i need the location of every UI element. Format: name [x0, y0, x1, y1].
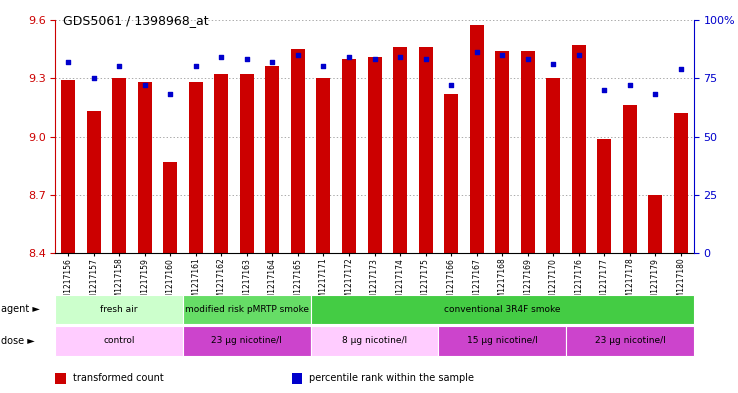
Point — [368, 56, 381, 62]
Bar — [214, 74, 228, 253]
Bar — [521, 51, 535, 253]
Text: conventional 3R4F smoke: conventional 3R4F smoke — [444, 305, 560, 314]
Bar — [266, 66, 280, 253]
Bar — [368, 57, 382, 253]
Point — [471, 49, 483, 55]
Point — [599, 86, 610, 93]
Text: 8 μg nicotine/l: 8 μg nicotine/l — [342, 336, 407, 345]
Text: agent ►: agent ► — [1, 305, 41, 314]
Bar — [240, 74, 254, 253]
Point — [343, 54, 355, 60]
Bar — [495, 51, 509, 253]
Text: dose ►: dose ► — [1, 336, 35, 346]
Bar — [674, 113, 688, 253]
Point — [624, 82, 635, 88]
Point — [573, 51, 584, 58]
Bar — [623, 105, 637, 253]
Point — [522, 56, 534, 62]
Point — [266, 59, 278, 65]
Point — [445, 82, 457, 88]
Point — [62, 59, 74, 65]
Text: control: control — [103, 336, 135, 345]
Bar — [61, 80, 75, 253]
Bar — [138, 82, 152, 253]
Bar — [597, 138, 611, 253]
Bar — [86, 111, 100, 253]
Text: modified risk pMRTP smoke: modified risk pMRTP smoke — [184, 305, 309, 314]
Point — [215, 54, 227, 60]
Point — [190, 63, 201, 70]
Point — [139, 82, 151, 88]
Point — [88, 75, 100, 81]
Point — [420, 56, 432, 62]
Point — [649, 91, 661, 97]
Point — [292, 51, 304, 58]
Bar — [163, 162, 177, 253]
Text: GDS5061 / 1398968_at: GDS5061 / 1398968_at — [63, 14, 208, 27]
Text: 23 μg nicotine/l: 23 μg nicotine/l — [595, 336, 665, 345]
Text: percentile rank within the sample: percentile rank within the sample — [309, 373, 475, 383]
Text: 23 μg nicotine/l: 23 μg nicotine/l — [212, 336, 282, 345]
Point — [114, 63, 125, 70]
Point — [548, 61, 559, 67]
Bar — [444, 94, 458, 253]
Bar — [317, 78, 331, 253]
Point — [165, 91, 176, 97]
Text: fresh air: fresh air — [100, 305, 138, 314]
Bar — [572, 45, 586, 253]
Bar — [189, 82, 203, 253]
Bar — [649, 195, 663, 253]
Point — [241, 56, 252, 62]
Point — [394, 54, 406, 60]
Text: 15 μg nicotine/l: 15 μg nicotine/l — [466, 336, 538, 345]
Bar — [418, 47, 432, 253]
Bar — [291, 49, 305, 253]
Bar — [469, 26, 483, 253]
Bar — [546, 78, 560, 253]
Text: transformed count: transformed count — [73, 373, 164, 383]
Point — [675, 66, 687, 72]
Point — [317, 63, 329, 70]
Bar — [393, 47, 407, 253]
Bar — [112, 78, 126, 253]
Bar — [342, 59, 356, 253]
Point — [496, 51, 508, 58]
